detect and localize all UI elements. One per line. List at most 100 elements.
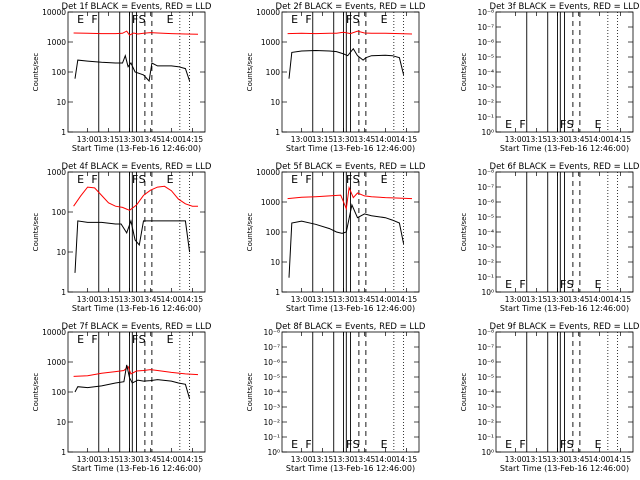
x-tick-label: 13:15 <box>526 295 548 304</box>
y-axis-label: Counts/sec <box>32 53 40 92</box>
y-axis-label: Counts/sec <box>246 373 254 412</box>
x-axis-label: Start Time (13-Feb-16 12:46:00) <box>72 144 201 153</box>
y-tick-label: 10⁻² <box>477 98 494 107</box>
x-tick-label: 14:15 <box>182 295 204 304</box>
y-tick-label: 1 <box>61 288 66 297</box>
marker-label-E: E <box>381 173 388 186</box>
marker-label-E: E <box>291 13 298 26</box>
y-tick-label: 100 <box>52 68 67 77</box>
marker-label-E: E <box>77 13 84 26</box>
x-tick-label: 13:00 <box>291 295 313 304</box>
marker-label-E: E <box>381 13 388 26</box>
marker-label-E: E <box>595 438 602 451</box>
x-tick-label: 13:45 <box>568 455 590 464</box>
y-tick-label: 10⁻⁶ <box>477 198 494 207</box>
y-tick-label: 10 <box>56 418 66 427</box>
marker-label-E: E <box>167 13 174 26</box>
x-tick-label: 14:00 <box>589 295 611 304</box>
marker-label-F: F <box>305 438 311 451</box>
y-tick-label: 10⁻¹ <box>477 273 494 282</box>
panel-det-3f: Det 3f BLACK = Events, RED = LLD 10⁰ 10⁻¹ 1… <box>460 2 640 153</box>
marker-label-F: F <box>91 333 97 346</box>
y-axis-label: Counts/sec <box>460 213 468 252</box>
y-tick-label: 10⁻⁸ <box>477 168 494 177</box>
y-tick-label: 10⁻⁶ <box>477 38 494 47</box>
marker-label-F: F <box>519 438 525 451</box>
y-tick-label: 10⁻⁵ <box>477 53 494 62</box>
marker-label-E: E <box>381 438 388 451</box>
panel-det-2f: Det 2f BLACK = Events, RED = LLD 1 10 100 10… <box>246 2 426 153</box>
x-tick-label: 13:00 <box>291 135 313 144</box>
x-tick-label: 14:15 <box>396 295 418 304</box>
y-tick-label: 10⁰ <box>267 448 280 457</box>
marker-label-S: S <box>567 278 574 291</box>
y-tick-label: 10⁻¹ <box>477 113 494 122</box>
marker-label-F: F <box>132 333 138 346</box>
marker-label-S: S <box>139 173 146 186</box>
x-tick-label: 14:00 <box>589 455 611 464</box>
panel-title: Det 6f BLACK = Events, RED = LLD <box>490 162 640 172</box>
x-axis-label: Start Time (13-Feb-16 12:46:00) <box>286 144 415 153</box>
y-tick-label: 10⁻⁷ <box>477 183 494 192</box>
x-tick-label: 13:00 <box>77 295 99 304</box>
x-tick-label: 14:15 <box>396 135 418 144</box>
marker-label-E: E <box>505 118 512 131</box>
marker-label-F: F <box>519 118 525 131</box>
y-tick-label: 10⁻⁷ <box>477 343 494 352</box>
panel-det-4f: Det 4f BLACK = Events, RED = LLD 1 10 100 10… <box>32 162 212 313</box>
y-tick-label: 10 <box>56 248 66 257</box>
y-axis-label: Counts/sec <box>32 373 40 412</box>
x-tick-label: 14:15 <box>396 455 418 464</box>
y-tick-label: 10⁻³ <box>477 243 494 252</box>
marker-label-F: F <box>346 438 352 451</box>
y-tick-label: 10⁻³ <box>477 83 494 92</box>
x-tick-label: 13:30 <box>547 295 569 304</box>
y-tick-label: 10000 <box>42 328 66 337</box>
y-tick-label: 10⁰ <box>481 448 494 457</box>
series-line-lld <box>73 30 199 36</box>
marker-label-F: F <box>132 173 138 186</box>
marker-label-S: S <box>353 438 360 451</box>
x-tick-label: 14:15 <box>610 135 632 144</box>
x-axis-label: Start Time (13-Feb-16 12:46:00) <box>500 304 629 313</box>
y-tick-label: 100 <box>266 68 281 77</box>
y-axis-label: Counts/sec <box>246 213 254 252</box>
panel-title: Det 2f BLACK = Events, RED = LLD <box>276 2 426 12</box>
y-tick-label: 10⁻⁵ <box>477 373 494 382</box>
marker-label-F: F <box>560 438 566 451</box>
y-tick-label: 10⁻² <box>477 418 494 427</box>
y-tick-label: 10⁰ <box>481 288 494 297</box>
series-line-events <box>74 364 191 399</box>
marker-label-S: S <box>353 13 360 26</box>
marker-label-S: S <box>139 13 146 26</box>
panel-det-8f: Det 8f BLACK = Events, RED = LLD 10⁰ 10⁻¹ 1… <box>246 322 426 473</box>
marker-label-S: S <box>567 118 574 131</box>
x-tick-label: 14:00 <box>589 135 611 144</box>
y-tick-label: 1000 <box>47 38 66 47</box>
marker-label-E: E <box>291 173 298 186</box>
marker-label-F: F <box>560 278 566 291</box>
series-line-events <box>74 219 191 273</box>
y-tick-label: 1000 <box>261 198 280 207</box>
y-tick-label: 100 <box>52 388 67 397</box>
panel-det-7f: Det 7f BLACK = Events, RED = LLD 1 10 100 10… <box>32 322 212 473</box>
y-tick-label: 10⁻⁸ <box>263 328 280 337</box>
x-tick-label: 14:15 <box>182 135 204 144</box>
y-tick-label: 10⁻⁷ <box>477 23 494 32</box>
x-tick-label: 13:15 <box>312 135 334 144</box>
y-tick-label: 10000 <box>256 8 280 17</box>
marker-label-E: E <box>595 118 602 131</box>
marker-label-F: F <box>346 173 352 186</box>
x-tick-label: 14:00 <box>375 295 397 304</box>
panel-title: Det 5f BLACK = Events, RED = LLD <box>276 162 426 172</box>
y-tick-label: 10⁻¹ <box>263 433 280 442</box>
marker-label-S: S <box>139 333 146 346</box>
marker-label-E: E <box>505 278 512 291</box>
x-tick-label: 13:00 <box>291 455 313 464</box>
x-tick-label: 13:30 <box>547 135 569 144</box>
x-tick-label: 14:00 <box>375 455 397 464</box>
x-axis-label: Start Time (13-Feb-16 12:46:00) <box>286 304 415 313</box>
x-tick-label: 13:30 <box>333 295 355 304</box>
x-tick-label: 14:00 <box>161 135 183 144</box>
